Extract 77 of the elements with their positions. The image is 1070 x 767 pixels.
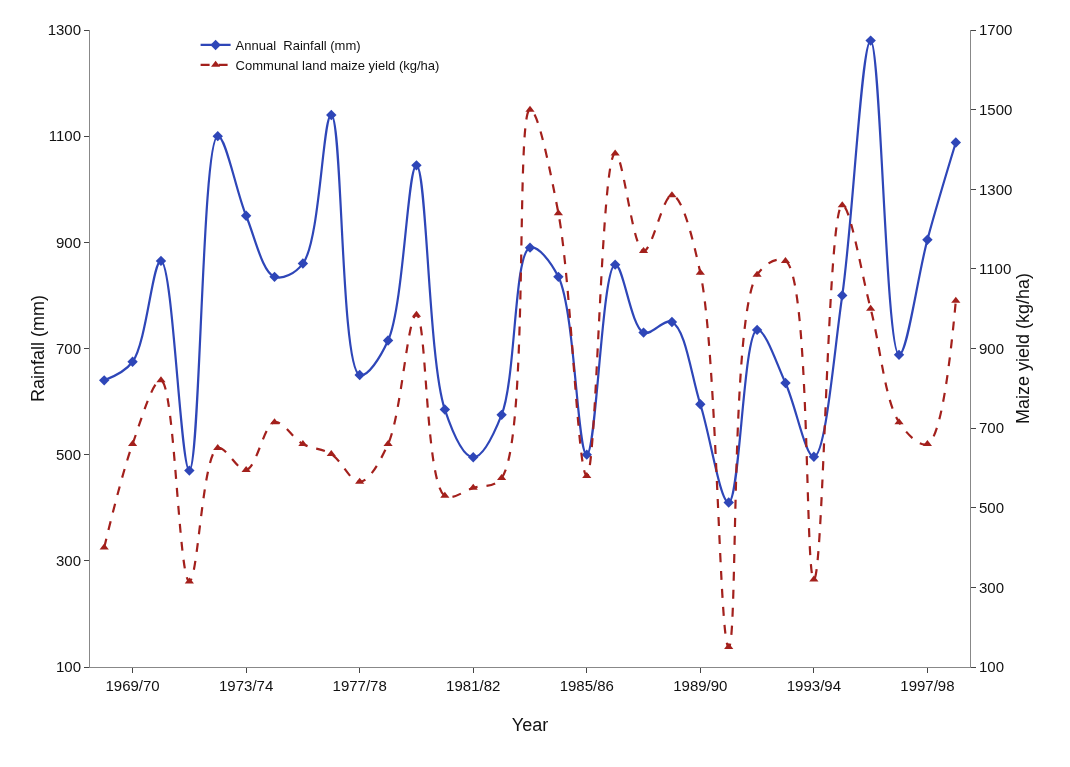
point: [468, 452, 479, 463]
x-tick-label: 1969/70: [105, 677, 160, 694]
point: [354, 369, 365, 381]
y2-tick-label: 1300: [979, 180, 1013, 198]
point: [865, 35, 876, 46]
y2-tick-label: 700: [979, 419, 1005, 437]
point: [553, 271, 564, 283]
point: [808, 451, 820, 462]
point: [638, 327, 649, 338]
point: [695, 268, 705, 275]
x-tick-label: 1989/90: [673, 677, 728, 694]
point: [724, 643, 734, 650]
point: [184, 465, 195, 476]
point: [837, 290, 848, 301]
point: [581, 449, 592, 460]
point: [496, 409, 507, 421]
x-tick-label: 1985/86: [559, 677, 614, 694]
x-tick-label: 1973/74: [219, 677, 274, 694]
point: [297, 258, 309, 269]
point: [695, 399, 706, 410]
point: [609, 259, 621, 270]
y-axis-title: Rainfall (mm): [28, 294, 48, 403]
point: [894, 418, 904, 425]
point: [723, 497, 734, 508]
y2-tick-label: 1500: [979, 100, 1013, 118]
point: [240, 210, 252, 221]
point: [382, 335, 394, 346]
point: [241, 465, 251, 472]
point: [893, 349, 905, 361]
y-tick-label: 1100: [48, 127, 81, 145]
y2-tick-label: 500: [979, 499, 1005, 516]
point: [269, 271, 280, 283]
point: [98, 375, 110, 386]
point: [212, 130, 223, 142]
y2-axis-title: Maize yield (kg/ha): [1013, 272, 1034, 425]
y-tick-label: 1300: [47, 21, 81, 39]
x-axis-title: Year: [511, 715, 549, 735]
point: [866, 304, 876, 311]
point: [780, 377, 791, 389]
legend-label: Communal land maize yield (kg/ha): [235, 57, 440, 73]
x-tick-label: 1993/94: [786, 677, 841, 694]
point: [950, 137, 962, 148]
point: [411, 160, 422, 171]
point: [951, 296, 961, 303]
y-tick-label: 900: [55, 233, 81, 251]
x-tick-label: 1997/98: [900, 677, 955, 694]
point: [127, 356, 138, 367]
point: [155, 255, 167, 267]
y-tick-label: 100: [55, 658, 81, 676]
point: [383, 440, 393, 447]
point: [355, 477, 365, 484]
point: [439, 404, 451, 415]
y2-tick-label: 300: [979, 578, 1005, 596]
point: [213, 444, 223, 451]
point: [524, 242, 536, 253]
point: [666, 316, 678, 328]
point: [525, 105, 535, 112]
point: [468, 483, 478, 490]
y-tick-label: 700: [55, 339, 81, 357]
y2-tick-label: 1100: [979, 260, 1012, 278]
point: [440, 491, 450, 498]
x-tick-label: 1981/82: [446, 677, 501, 694]
point: [99, 543, 109, 550]
y2-tick-label: 100: [979, 658, 1005, 676]
point: [751, 324, 763, 336]
y-tick-label: 500: [55, 445, 81, 463]
y-tick-label: 300: [55, 552, 81, 570]
point: [922, 234, 933, 245]
point: [752, 270, 762, 277]
legend-label: Annual Rainfall (mm): [235, 38, 361, 54]
point: [582, 471, 592, 478]
point: [326, 109, 337, 121]
x-tick-label: 1977/78: [332, 677, 387, 694]
y2-tick-label: 1700: [979, 21, 1013, 39]
point: [837, 201, 847, 208]
y2-tick-label: 900: [979, 339, 1005, 357]
point: [298, 440, 308, 447]
